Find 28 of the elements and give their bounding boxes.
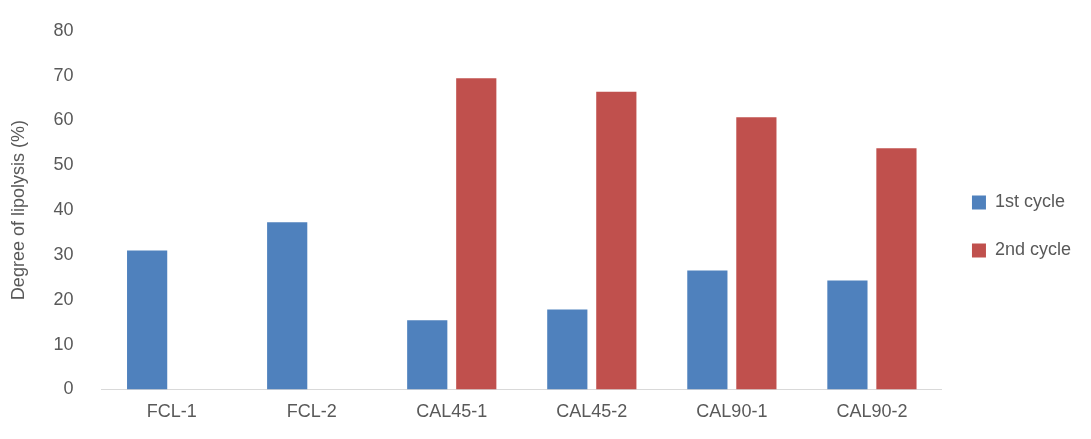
y-tick-label: 40: [53, 199, 74, 220]
bar: [267, 222, 308, 390]
y-tick-label: 80: [53, 19, 74, 40]
bar: [407, 320, 448, 390]
y-tick-label: 70: [53, 64, 74, 85]
bar: [687, 270, 728, 390]
y-tick-label: 0: [63, 378, 74, 399]
x-tick-label: CAL90-1: [696, 401, 768, 422]
bar: [127, 250, 168, 390]
y-tick-label: 60: [53, 109, 74, 130]
bar: [827, 280, 868, 390]
y-tick-label: 50: [53, 154, 74, 175]
bar: [596, 91, 637, 390]
y-tick-label: 30: [53, 243, 74, 264]
bar: [736, 117, 777, 390]
bar: [456, 78, 497, 390]
y-tick-label: 10: [53, 333, 74, 354]
x-tick-label: FCL-1: [146, 401, 197, 422]
y-axis-title: Degree of lipolysis (%): [7, 120, 28, 301]
x-tick-label: CAL45-1: [416, 401, 488, 422]
bar: [876, 148, 917, 390]
legend-label: 1st cycle: [994, 191, 1065, 212]
x-tick-label: CAL45-2: [556, 401, 628, 422]
y-tick-label: 20: [53, 288, 74, 309]
x-tick-label: FCL-2: [286, 401, 337, 422]
x-tick-label: CAL90-2: [836, 401, 908, 422]
legend-label: 2nd cycle: [994, 239, 1071, 260]
bar: [547, 309, 588, 390]
